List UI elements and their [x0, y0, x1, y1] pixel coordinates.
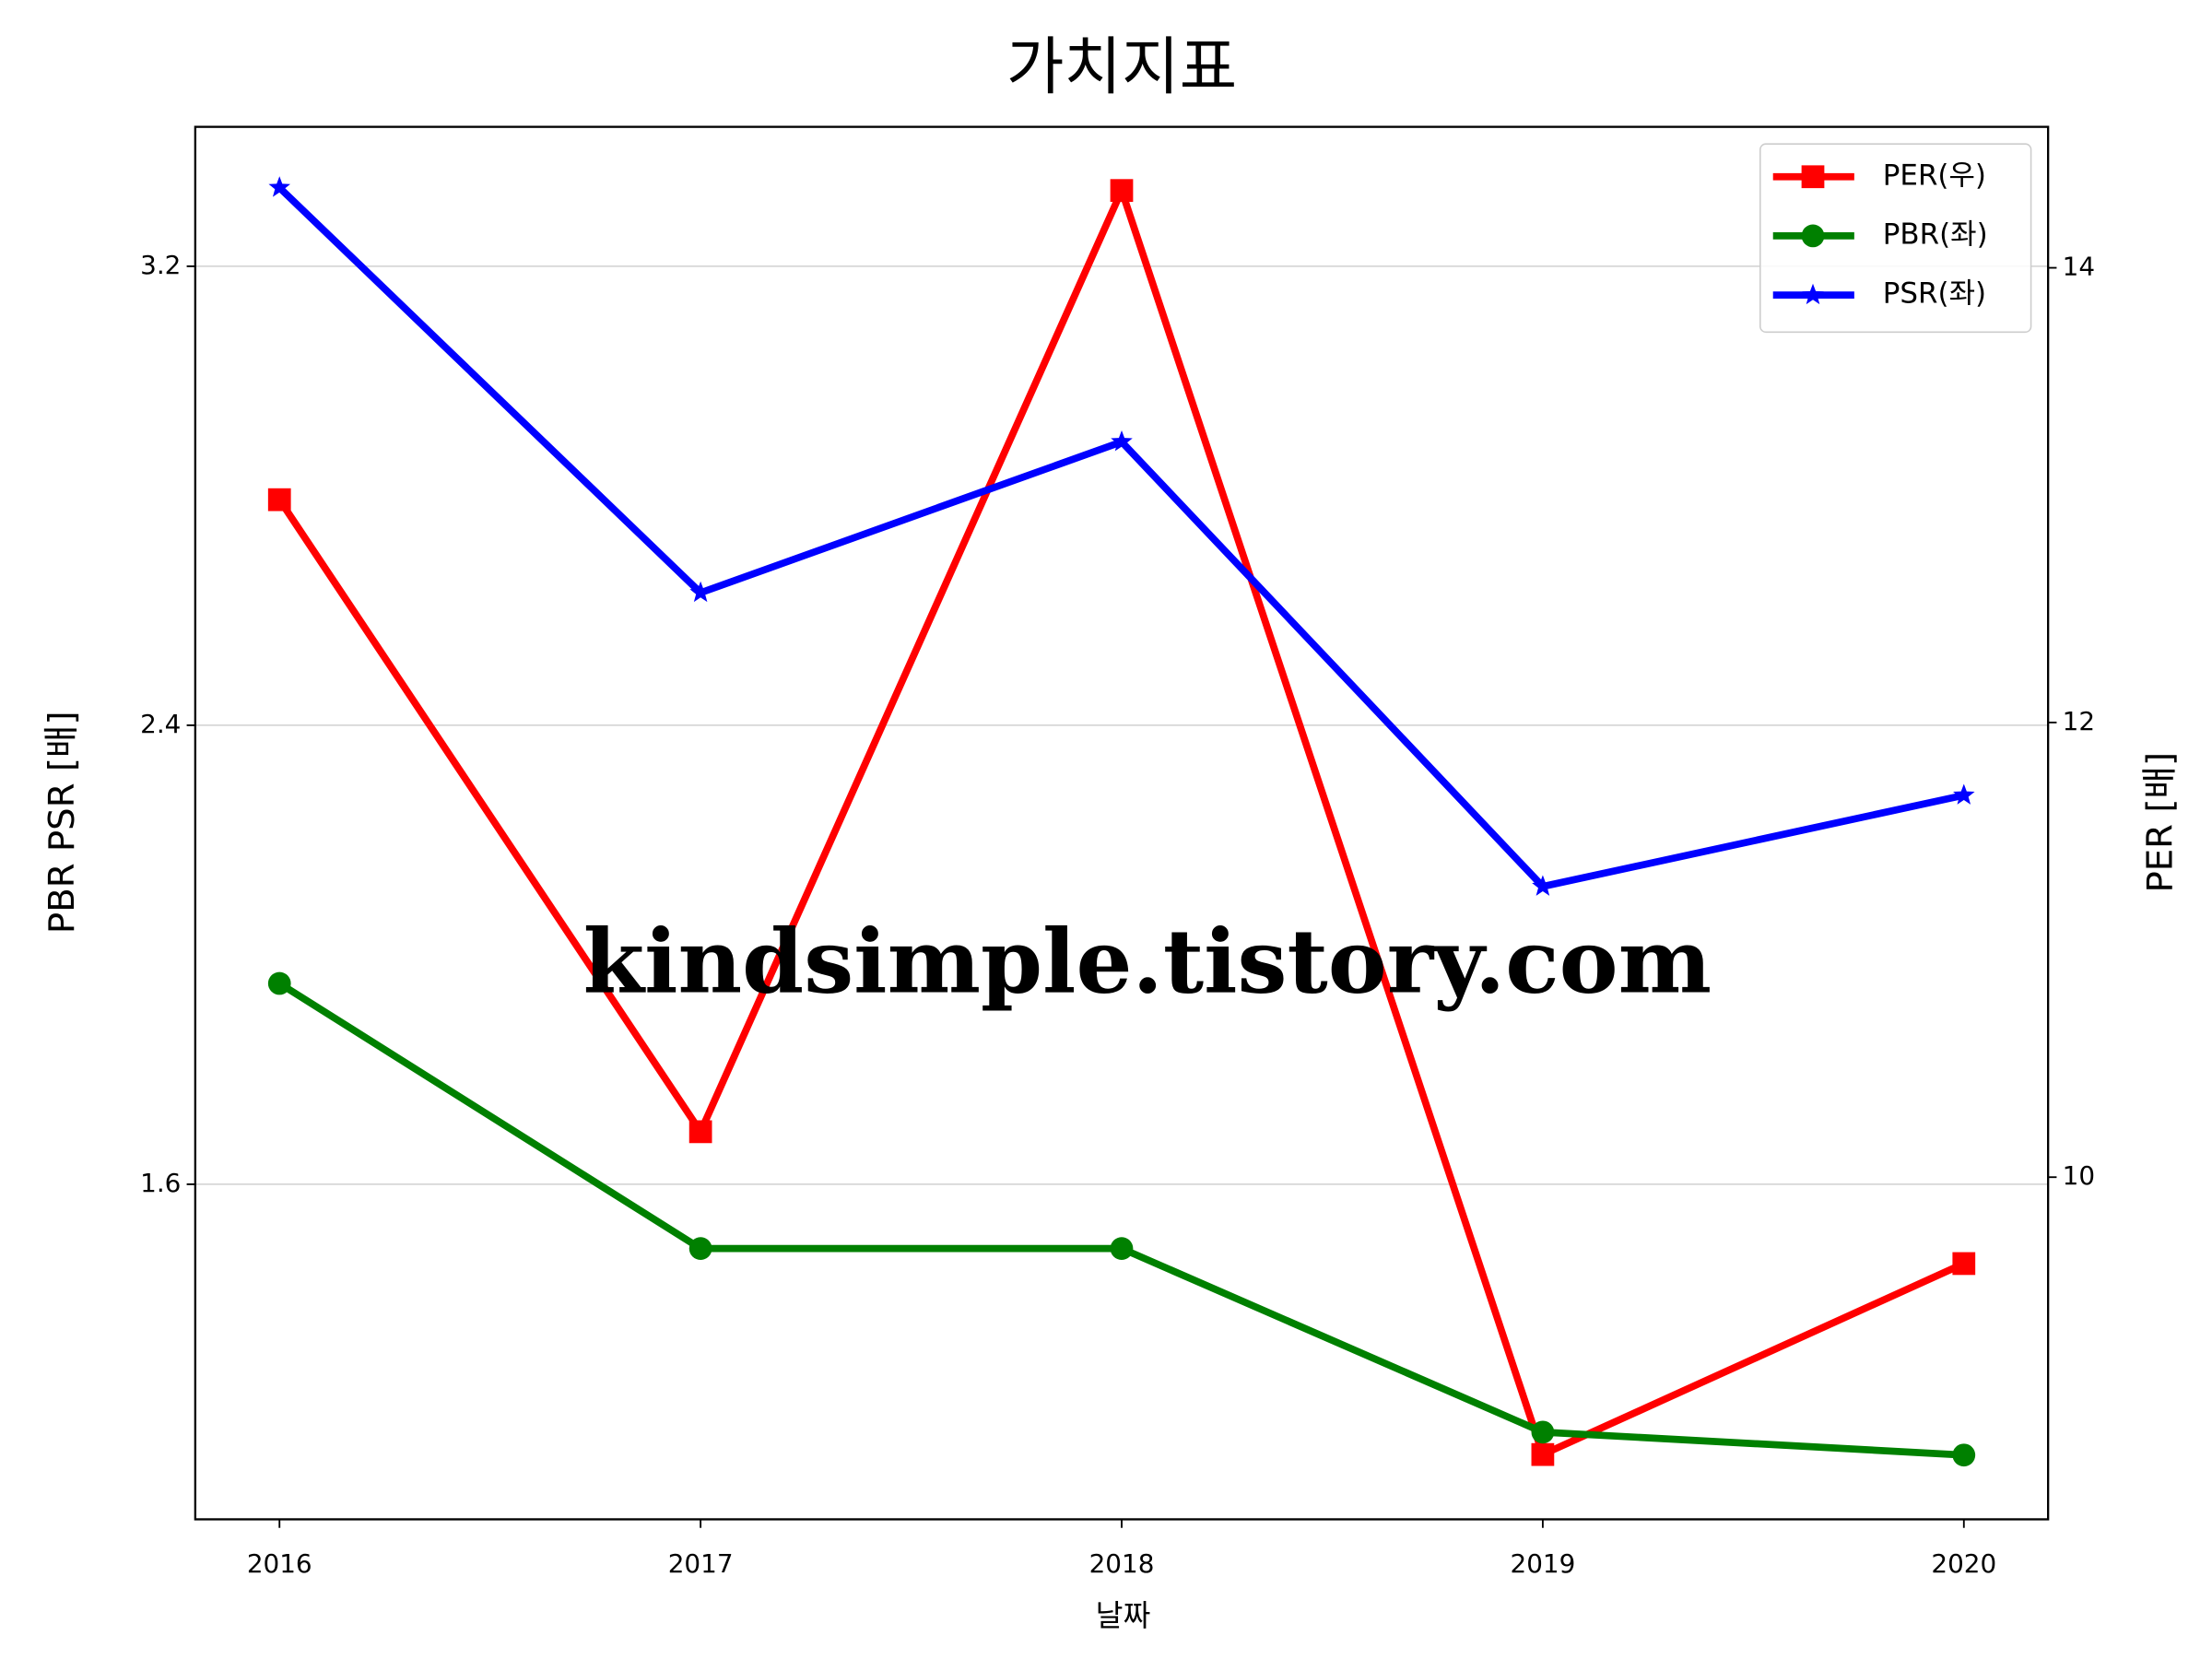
x-tick-label: 2017: [668, 1548, 734, 1579]
plot-frame: [194, 125, 2050, 1521]
x-tick-label: 2016: [247, 1548, 312, 1579]
legend-marker: [1802, 283, 1824, 305]
data-point: [267, 488, 291, 512]
data-point: [689, 581, 712, 603]
data-point: [1111, 430, 1133, 452]
y2-axis-label: PER [배]: [2139, 752, 2181, 893]
y2-tick-label: 12: [2063, 706, 2095, 736]
data-point: [1532, 875, 1554, 896]
y-tick-label: 3.2: [140, 250, 181, 280]
data-point: [1531, 1420, 1555, 1444]
legend-marker: [1801, 165, 1825, 189]
legend-label: PBR(좌): [1883, 218, 1988, 251]
y-tick-label: 2.4: [140, 709, 181, 739]
data-point: [267, 971, 291, 995]
data-point: [1952, 1252, 1976, 1276]
data-point: [1110, 179, 1134, 203]
legend-marker: [1801, 224, 1825, 248]
data-point: [268, 176, 290, 197]
x-axis-label: 날짜: [1096, 1598, 1151, 1633]
data-point: [688, 1120, 712, 1144]
y2-tick-label: 10: [2063, 1160, 2095, 1191]
legend-label: PSR(좌): [1883, 277, 1986, 311]
data-point: [1953, 783, 1975, 805]
watermark: kindsimple.tistory.com: [583, 909, 1712, 1013]
x-tick-label: 2018: [1089, 1548, 1155, 1579]
chart-title: 가치지표: [1006, 31, 1237, 104]
data-point: [1531, 1442, 1555, 1466]
data-point: [688, 1237, 712, 1261]
x-tick-label: 2020: [1931, 1548, 1996, 1579]
legend-label: PER(우): [1883, 159, 1986, 192]
data-point: [1110, 1237, 1134, 1261]
data-point: [1952, 1443, 1976, 1467]
x-tick-label: 2019: [1510, 1548, 1575, 1579]
y2-tick-label: 14: [2063, 252, 2095, 282]
y-tick-label: 1.6: [140, 1168, 181, 1198]
y-axis-label: PBR PSR [배]: [41, 711, 83, 934]
legend-box: [1759, 143, 2032, 334]
